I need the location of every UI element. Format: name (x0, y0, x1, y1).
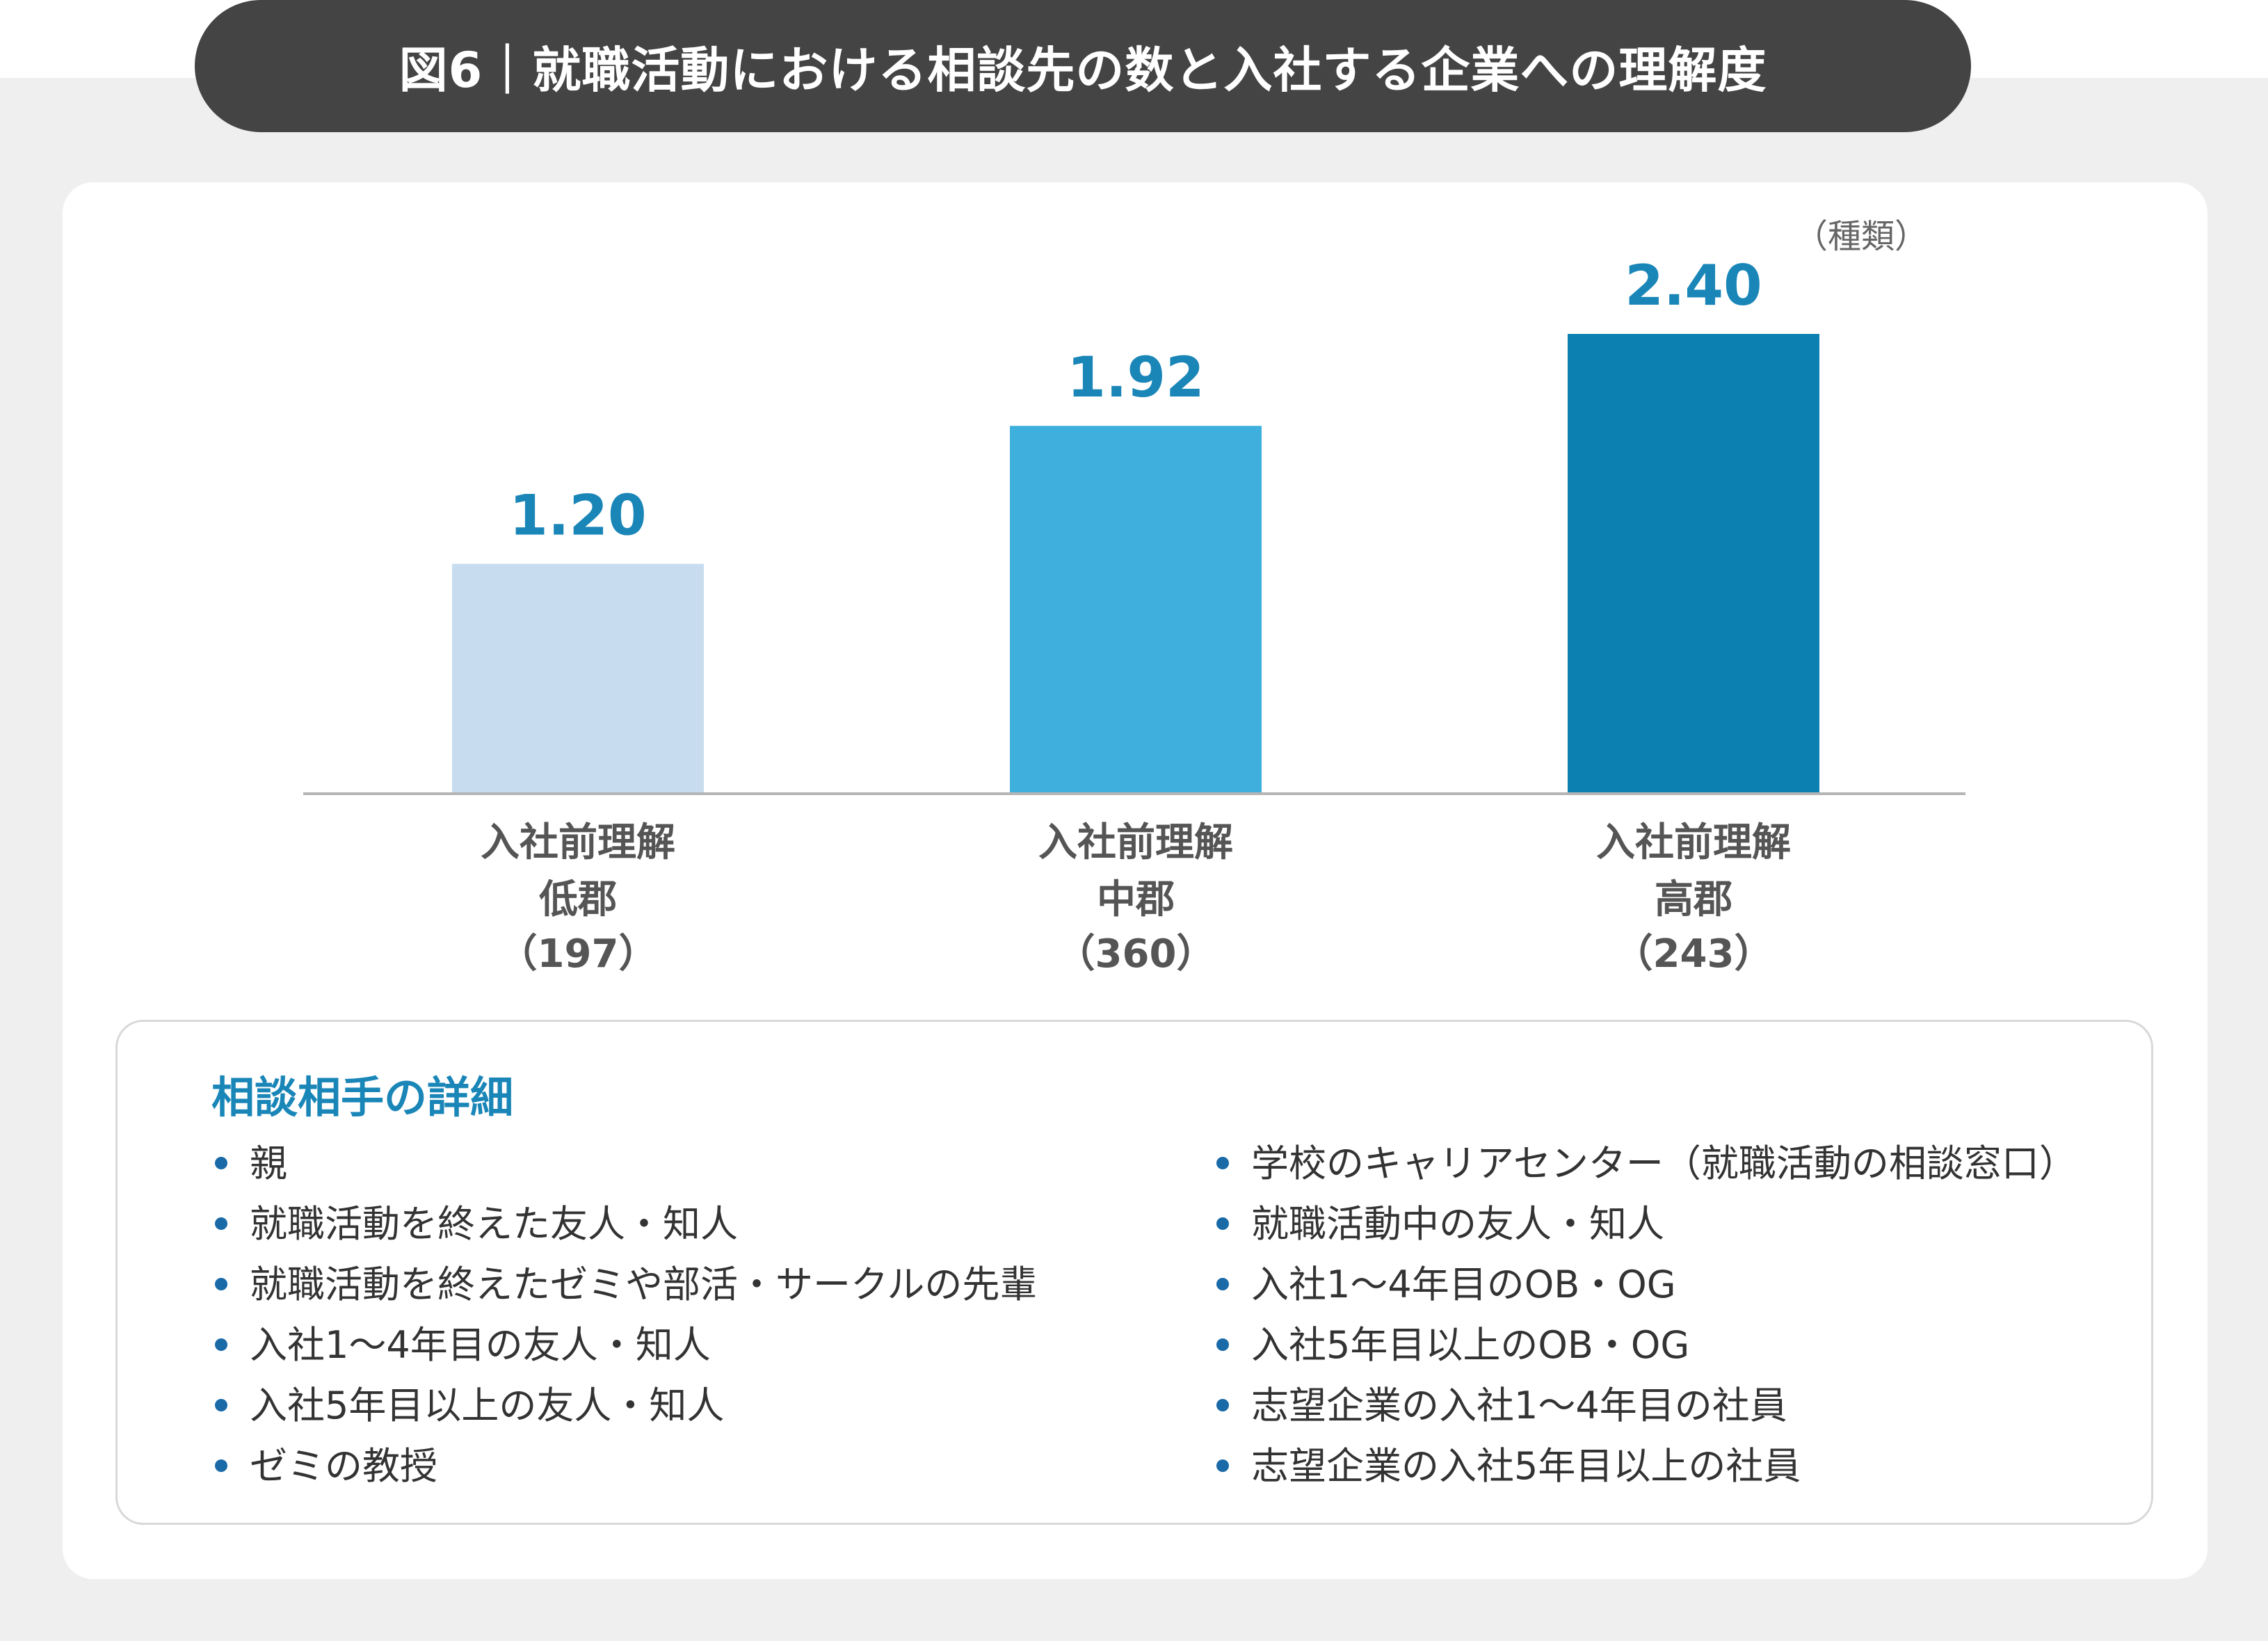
bullet-icon (215, 1217, 227, 1230)
bar-value-label: 2.40 (1625, 253, 1762, 318)
category-label-line1: 入社前理解 (1596, 820, 1791, 865)
bar (452, 563, 704, 794)
bar (1568, 334, 1819, 794)
category-label-line2: 低郡 (539, 877, 617, 922)
detail-item: 入社1〜4年目のOB・OG (1216, 1254, 2077, 1315)
category-label-line1: 入社前理解 (1038, 820, 1233, 865)
category-label-line1: 入社前理解 (481, 820, 675, 865)
bullet-icon (1216, 1399, 1229, 1411)
category-label-line2: 高郡 (1655, 877, 1732, 922)
detail-item: 入社5年目以上の友人・知人 (215, 1375, 1037, 1436)
bullet-icon (215, 1399, 227, 1411)
detail-item: 入社1〜4年目の友人・知人 (215, 1315, 1037, 1375)
bullet-icon (215, 1157, 227, 1169)
detail-item: 親 (215, 1133, 1037, 1194)
figure-title: 図6｜就職活動における相談先の数と入社する企業への理解度 (399, 41, 1767, 99)
bar-value-label: 1.20 (509, 483, 646, 548)
detail-item: 就職活動を終えたゼミや部活・サークルの先輩 (215, 1254, 1037, 1315)
detail-item: 学校のキャリアセンター（就職活動の相談窓口） (1216, 1133, 2077, 1194)
detail-item: 就職活動中の友人・知人 (1216, 1194, 2077, 1254)
detail-item: 志望企業の入社5年目以上の社員 (1216, 1436, 2077, 1496)
bar (1010, 426, 1262, 794)
bullet-icon (1216, 1338, 1229, 1351)
bullet-icon (1216, 1217, 1229, 1230)
category-label-line3: （243） (1614, 931, 1774, 977)
bullet-icon (215, 1338, 227, 1351)
details-heading: 相談相手の詳細 (211, 1072, 514, 1123)
detail-item: ゼミの教授 (215, 1436, 1037, 1496)
unit-label: （種類） (1794, 217, 1929, 256)
bullet-icon (215, 1278, 227, 1290)
category-label-line3: （360） (1056, 931, 1216, 977)
category-label-line3: （197） (499, 931, 658, 977)
bar-value-label: 1.92 (1067, 345, 1204, 410)
detail-item: 入社5年目以上のOB・OG (1216, 1315, 2077, 1375)
bullet-icon (215, 1459, 227, 1472)
detail-item: 就職活動を終えた友人・知人 (215, 1194, 1037, 1254)
details-list-left: 親 就職活動を終えた友人・知人 就職活動を終えたゼミや部活・サークルの先輩 入社… (215, 1133, 1037, 1496)
consultation-details-box: 相談相手の詳細 親 就職活動を終えた友人・知人 就職活動を終えたゼミや部活・サー… (115, 1020, 2153, 1525)
category-label-line2: 中郡 (1097, 877, 1175, 922)
bullet-icon (1216, 1459, 1229, 1472)
figure-title-banner: 図6｜就職活動における相談先の数と入社する企業への理解度 (195, 0, 1971, 132)
bullet-icon (1216, 1278, 1229, 1290)
bullet-icon (1216, 1157, 1229, 1169)
detail-item: 志望企業の入社1〜4年目の社員 (1216, 1375, 2077, 1436)
details-list-right: 学校のキャリアセンター（就職活動の相談窓口） 就職活動中の友人・知人 入社1〜4… (1216, 1133, 2077, 1496)
